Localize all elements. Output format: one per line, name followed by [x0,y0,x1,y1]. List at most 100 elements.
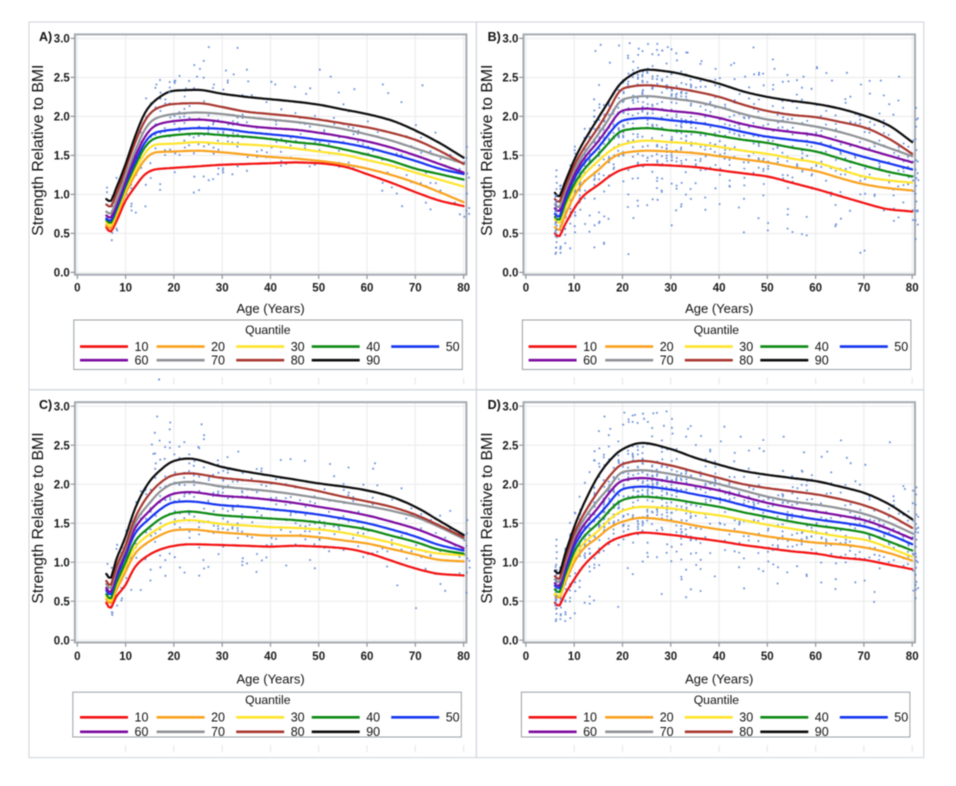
svg-text:40: 40 [713,282,726,294]
svg-text:70: 70 [409,282,422,294]
svg-text:Strength Relative to BMI: Strength Relative to BMI [30,65,47,236]
svg-text:2.0: 2.0 [54,479,70,491]
svg-text:0.0: 0.0 [54,268,70,280]
svg-text:Quantile: Quantile [245,693,291,707]
svg-text:10: 10 [568,282,581,294]
svg-text:10: 10 [583,340,597,354]
svg-text:2.5: 2.5 [54,73,71,85]
svg-text:70: 70 [660,354,674,368]
svg-text:10: 10 [568,651,581,663]
svg-text:20: 20 [168,651,181,663]
svg-text:A): A) [39,30,52,44]
svg-text:10: 10 [135,711,149,725]
svg-text:30: 30 [216,282,229,294]
svg-text:50: 50 [312,651,325,663]
svg-text:Age (Years): Age (Years) [685,301,753,316]
svg-text:40: 40 [264,651,277,663]
svg-text:20: 20 [616,651,629,663]
svg-text:30: 30 [216,651,229,663]
svg-text:1.0: 1.0 [502,557,518,569]
svg-text:60: 60 [583,725,597,739]
svg-text:2.5: 2.5 [54,440,71,452]
svg-text:20: 20 [168,282,181,294]
svg-text:0.5: 0.5 [502,596,519,608]
svg-text:10: 10 [583,711,597,725]
svg-text:0: 0 [74,282,80,294]
svg-text:0: 0 [523,282,529,294]
svg-text:40: 40 [366,711,380,725]
svg-text:90: 90 [815,354,829,368]
svg-text:40: 40 [815,340,829,354]
svg-text:80: 80 [457,651,470,663]
svg-text:60: 60 [809,282,822,294]
svg-text:30: 30 [664,282,677,294]
svg-text:0.5: 0.5 [54,229,71,241]
svg-text:Quantile: Quantile [245,323,291,337]
svg-text:20: 20 [211,711,225,725]
svg-text:20: 20 [211,340,225,354]
svg-text:2.5: 2.5 [502,440,519,452]
svg-text:1.5: 1.5 [502,518,519,530]
svg-text:10: 10 [119,651,132,663]
svg-text:2.0: 2.0 [502,112,518,124]
svg-text:20: 20 [616,282,629,294]
svg-text:50: 50 [761,651,774,663]
svg-text:40: 40 [366,340,380,354]
svg-text:60: 60 [361,651,374,663]
svg-text:50: 50 [446,340,460,354]
svg-text:60: 60 [361,282,374,294]
svg-text:0.5: 0.5 [502,229,519,241]
svg-text:1.5: 1.5 [502,151,519,163]
svg-text:70: 70 [409,651,422,663]
svg-text:80: 80 [291,725,305,739]
svg-text:90: 90 [366,725,380,739]
svg-text:Age (Years): Age (Years) [685,672,753,687]
svg-text:C): C) [39,398,52,412]
svg-text:1.0: 1.0 [54,557,70,569]
svg-text:50: 50 [446,711,460,725]
svg-text:40: 40 [815,711,829,725]
svg-text:1.0: 1.0 [502,190,518,202]
svg-text:70: 70 [211,725,225,739]
svg-text:70: 70 [211,354,225,368]
svg-text:3.0: 3.0 [54,34,70,46]
svg-text:90: 90 [366,354,380,368]
svg-text:80: 80 [906,282,919,294]
svg-text:20: 20 [660,711,674,725]
svg-text:10: 10 [135,340,149,354]
svg-text:50: 50 [761,282,774,294]
svg-text:Strength Relative to BMI: Strength Relative to BMI [479,65,496,236]
svg-text:60: 60 [583,354,597,368]
svg-text:50: 50 [312,282,325,294]
svg-text:Age (Years): Age (Years) [237,672,305,687]
svg-text:Quantile: Quantile [694,323,740,337]
svg-text:40: 40 [713,651,726,663]
svg-text:80: 80 [739,354,753,368]
svg-text:10: 10 [119,282,132,294]
svg-text:0.0: 0.0 [54,635,70,647]
svg-text:0: 0 [74,651,80,663]
svg-text:70: 70 [858,651,871,663]
svg-text:1.5: 1.5 [54,151,71,163]
svg-text:30: 30 [739,340,753,354]
svg-text:30: 30 [664,651,677,663]
svg-text:2.0: 2.0 [54,112,70,124]
svg-text:60: 60 [809,651,822,663]
svg-text:2.5: 2.5 [502,73,519,85]
svg-text:90: 90 [815,725,829,739]
svg-text:2.0: 2.0 [502,479,518,491]
svg-text:40: 40 [264,282,277,294]
svg-text:80: 80 [457,282,470,294]
svg-text:Strength Relative to BMI: Strength Relative to BMI [479,432,496,603]
svg-text:30: 30 [291,711,305,725]
svg-text:70: 70 [858,282,871,294]
svg-text:20: 20 [660,340,674,354]
svg-text:80: 80 [739,725,753,739]
svg-text:0.0: 0.0 [502,635,518,647]
svg-text:3.0: 3.0 [502,34,518,46]
svg-text:80: 80 [906,651,919,663]
svg-text:60: 60 [135,354,149,368]
svg-text:1.0: 1.0 [54,190,70,202]
svg-text:50: 50 [894,340,908,354]
svg-text:30: 30 [739,711,753,725]
